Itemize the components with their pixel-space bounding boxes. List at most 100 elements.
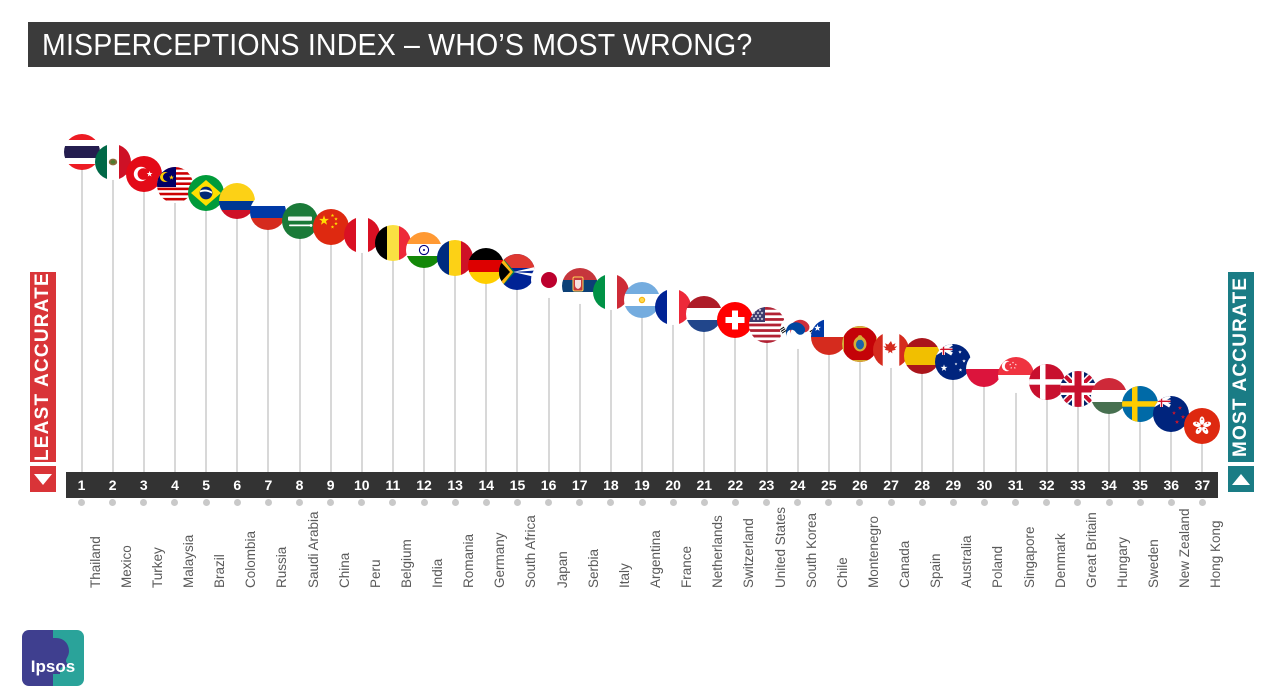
flag-icon-belgium[interactable] bbox=[374, 225, 411, 261]
country-pin[interactable] bbox=[1091, 378, 1128, 506]
flag-icon-russia[interactable] bbox=[250, 194, 287, 230]
flag-icon-mexico[interactable] bbox=[94, 144, 131, 180]
flag-icon-netherlands[interactable] bbox=[686, 296, 723, 332]
flag-icon-poland[interactable] bbox=[966, 351, 1003, 387]
country-pin[interactable] bbox=[935, 344, 972, 506]
flag-icon-serbia[interactable] bbox=[561, 268, 598, 304]
pin-base-dot bbox=[389, 499, 397, 506]
pin-stem bbox=[391, 243, 394, 498]
flag-icon-switzerland[interactable] bbox=[717, 302, 754, 338]
country-pin[interactable] bbox=[561, 268, 598, 506]
country-label: Netherlands bbox=[710, 515, 726, 588]
pin-stem bbox=[267, 212, 270, 498]
country-pin[interactable] bbox=[437, 240, 474, 506]
flag-icon-new-zealand[interactable] bbox=[1153, 396, 1190, 432]
flag-icon-united-states[interactable] bbox=[748, 307, 785, 343]
rank-number: 2 bbox=[108, 477, 117, 493]
country-pin[interactable] bbox=[312, 209, 349, 506]
country-pin[interactable] bbox=[374, 225, 411, 506]
country-pin[interactable] bbox=[1028, 364, 1065, 506]
country-pin[interactable] bbox=[1184, 408, 1221, 506]
rank-number: 31 bbox=[1007, 477, 1024, 493]
pin-stem bbox=[578, 286, 581, 498]
country-label: India bbox=[430, 558, 446, 588]
rank-number: 16 bbox=[540, 477, 557, 493]
flag-icon-china[interactable] bbox=[312, 209, 349, 245]
flag-icon-chile[interactable] bbox=[810, 319, 847, 355]
flag-icon-brazil[interactable] bbox=[188, 175, 225, 211]
flag-icon-south-africa[interactable] bbox=[499, 254, 536, 290]
country-pin[interactable] bbox=[904, 338, 941, 506]
pin-stem bbox=[173, 185, 176, 498]
country-pin[interactable] bbox=[530, 262, 567, 506]
rank-number: 7 bbox=[264, 477, 273, 493]
country-pin[interactable] bbox=[624, 282, 660, 506]
flag-icon-india[interactable] bbox=[406, 232, 443, 268]
flag-icon-spain[interactable] bbox=[904, 338, 941, 374]
flag-icon-italy[interactable] bbox=[592, 274, 629, 310]
country-label: France bbox=[679, 545, 695, 588]
country-pin[interactable] bbox=[250, 194, 287, 506]
country-pin[interactable] bbox=[156, 167, 193, 506]
country-pin[interactable] bbox=[343, 217, 380, 506]
rank-number: 21 bbox=[696, 477, 713, 493]
rank-number: 19 bbox=[634, 477, 650, 493]
flag-icon-france[interactable] bbox=[655, 289, 692, 325]
country-pin[interactable] bbox=[592, 274, 629, 506]
country-pin[interactable] bbox=[686, 296, 723, 506]
country-pin[interactable] bbox=[125, 156, 162, 506]
flag-icon-thailand[interactable] bbox=[63, 134, 100, 170]
flag-icon-argentina[interactable] bbox=[624, 282, 660, 318]
flag-icon-japan[interactable] bbox=[530, 262, 567, 298]
flag-icon-south-korea[interactable] bbox=[779, 313, 816, 349]
country-label: Peru bbox=[367, 559, 383, 588]
country-pin[interactable] bbox=[94, 144, 131, 506]
country-pin[interactable] bbox=[810, 319, 847, 506]
pin-stem bbox=[298, 221, 301, 498]
flag-icon-australia[interactable] bbox=[935, 344, 972, 380]
country-pin[interactable] bbox=[468, 248, 505, 506]
country-pin[interactable] bbox=[1122, 386, 1159, 506]
country-pin[interactable] bbox=[655, 289, 692, 506]
flag-icon-sweden[interactable] bbox=[1122, 386, 1159, 422]
flag-icon-turkey[interactable] bbox=[125, 156, 162, 192]
flag-icon-malaysia[interactable] bbox=[156, 167, 193, 203]
country-pin[interactable] bbox=[717, 302, 754, 506]
country-pin[interactable] bbox=[748, 307, 785, 506]
flag-icon-hong-kong[interactable] bbox=[1184, 408, 1221, 444]
flag-icon-montenegro[interactable] bbox=[841, 326, 878, 362]
rank-number: 34 bbox=[1101, 477, 1117, 493]
country-pin[interactable] bbox=[997, 357, 1034, 506]
country-pin[interactable] bbox=[406, 232, 443, 506]
pin-base-dot bbox=[669, 499, 677, 506]
country-pin[interactable] bbox=[779, 313, 816, 506]
country-pin[interactable] bbox=[1059, 371, 1096, 506]
flag-icon-denmark[interactable] bbox=[1028, 364, 1065, 400]
flag-icon-hungary[interactable] bbox=[1091, 378, 1128, 414]
rank-number: 10 bbox=[353, 477, 370, 493]
flag-icon-colombia[interactable] bbox=[219, 183, 256, 219]
country-label: Hungary bbox=[1115, 536, 1131, 588]
pin-base-dot bbox=[78, 499, 86, 506]
ipsos-logo-icon: Ipsos bbox=[22, 630, 84, 686]
country-label: Germany bbox=[492, 532, 508, 588]
country-pin[interactable] bbox=[1153, 396, 1190, 506]
flag-icon-peru[interactable] bbox=[343, 217, 380, 253]
country-pin[interactable] bbox=[966, 351, 1003, 506]
pin-base-dot bbox=[513, 499, 521, 506]
flag-icon-germany[interactable] bbox=[468, 248, 505, 284]
flag-icon-singapore[interactable] bbox=[997, 357, 1034, 393]
country-pin[interactable] bbox=[281, 203, 318, 506]
pin-stem bbox=[1108, 396, 1111, 498]
country-pin[interactable] bbox=[63, 134, 100, 506]
country-label: Switzerland bbox=[741, 518, 757, 588]
flag-icon-saudi-arabia[interactable] bbox=[281, 203, 318, 239]
country-pin[interactable] bbox=[219, 183, 256, 506]
pin-stem bbox=[454, 258, 457, 498]
flag-icon-romania[interactable] bbox=[437, 240, 474, 276]
country-label: Colombia bbox=[243, 530, 259, 588]
country-pin[interactable] bbox=[841, 326, 878, 506]
country-pin[interactable] bbox=[499, 254, 536, 506]
rank-number: 13 bbox=[447, 477, 463, 493]
country-pin[interactable] bbox=[188, 175, 225, 506]
